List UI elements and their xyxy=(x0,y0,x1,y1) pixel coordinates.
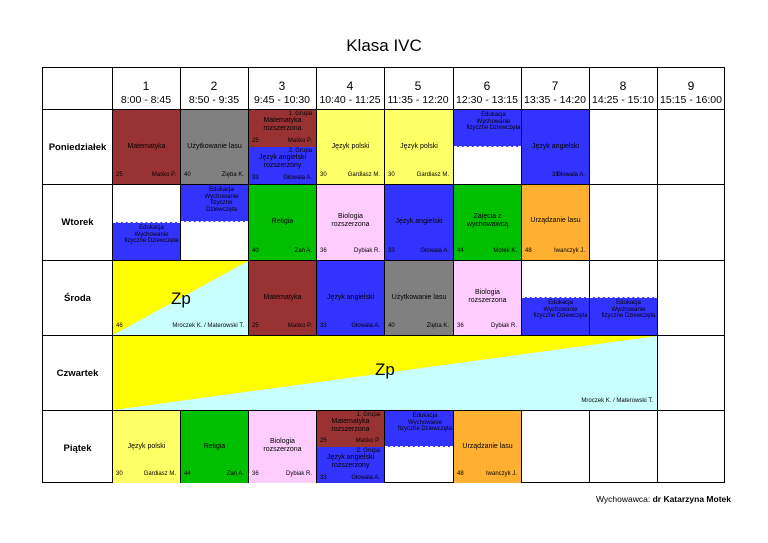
period-number: 7 xyxy=(551,79,559,93)
day-label-tuesday: Wtorek xyxy=(61,217,94,228)
period-number: 2 xyxy=(210,79,218,93)
lesson-cell: Język angielski Głowala A. 33 xyxy=(522,110,589,184)
footer-label: Wychowawca: xyxy=(595,494,651,504)
lesson-cell: Język polski 30 Gardiasz M. xyxy=(317,110,384,184)
period-time: 12:30 - 13:15 xyxy=(456,94,518,106)
zp-triangle xyxy=(113,336,657,410)
lesson-cell-pe-girls: Edukacja Wychowanie fizyczne Dziewczęta xyxy=(181,185,248,222)
lesson-cell-group-1: 1. Grupa Matematyka rozszerzona 25 Maśko … xyxy=(317,411,384,447)
lesson-cell: Matematyka 25 Maśko P. xyxy=(113,110,180,184)
zp-block: Zp 46 Mroczek K. / Materowski T. xyxy=(113,261,248,335)
lesson-cell-group-2: 2. Grupa Język angielski rozszerzony 33 G… xyxy=(249,147,316,184)
lesson-cell: Biologia rozszerzona 36 Dybiak R. xyxy=(317,185,384,260)
period-number: 6 xyxy=(483,79,491,93)
period-time: 15:15 - 16:00 xyxy=(660,94,722,106)
lesson-cell-pe-girls: Edukacja Wychowanie fizyczne Dziewczęta xyxy=(454,110,521,147)
lesson-cell-pe-girls: Edukacja Wychowanie fizyczne Dziewczęta xyxy=(113,222,180,260)
lesson-cell: Język polski 30 Gardiasz M. xyxy=(113,411,180,483)
period-number: 1 xyxy=(142,79,150,93)
period-number: 8 xyxy=(619,79,627,93)
period-time: 10:40 - 11:25 xyxy=(319,94,381,106)
period-number: 3 xyxy=(278,79,286,93)
lesson-cell: Religia 44 Zań A. xyxy=(181,411,248,483)
day-label-friday: Piątek xyxy=(63,443,92,454)
lesson-cell-group-1: 1. Grupa Matematyka rozszerzona 25 Maśko … xyxy=(249,110,316,147)
period-number: 5 xyxy=(414,79,422,93)
day-label-thursday: Czwartek xyxy=(56,368,99,379)
period-time: 8:50 - 9:35 xyxy=(188,94,240,106)
lesson-cell: Urządzanie lasu 48 Iwanczyk J. xyxy=(522,185,589,260)
period-time: 14:25 - 15:10 xyxy=(592,94,654,106)
period-time: 11:35 - 12:20 xyxy=(387,94,449,106)
day-label-monday: Poniedziałek xyxy=(48,142,107,153)
lesson-cell: Język angielski 33 Głowala A. xyxy=(317,261,384,335)
period-time: 8:00 - 8:45 xyxy=(120,94,172,106)
lesson-cell-group-2: 2. Grupa Język angielski rozszerzony 33 G… xyxy=(317,447,384,483)
period-time: 9:45 - 10:30 xyxy=(253,94,311,106)
lesson-cell: Matematyka 25 Maśko P. xyxy=(249,261,316,335)
lesson-cell: Język polski 30 Gardiasz M. xyxy=(385,110,453,184)
zp-triangle xyxy=(113,261,248,335)
zp-block: Zp Mroczek K. / Materowski T. xyxy=(113,336,657,410)
lesson-cell: Język angielski 33 Głowala A. xyxy=(385,185,453,260)
lesson-cell: Urządzanie lasu 48 Iwanczyk J. xyxy=(454,411,521,483)
lesson-cell: Biologia rozszerzona 36 Dybiak R. xyxy=(249,411,316,483)
lesson-cell-pe-girls: Edukacja Wychowanie fizyczne Dziewczęta xyxy=(522,297,589,335)
class-teacher-note: Wychowawca: dr Katarzyna Motek xyxy=(596,494,731,504)
day-label-wednesday: Środa xyxy=(64,293,91,304)
page-title: Klasa IVC xyxy=(346,36,422,55)
lesson-cell: Biologia rozszerzona 36 Dybiak R. xyxy=(454,261,521,335)
lesson-cell-pe-girls: Edukacja Wychowanie fizyczne Dziewczęta xyxy=(385,411,453,447)
period-number: 4 xyxy=(346,79,354,93)
lesson-cell: Użytkowanie lasu 40 Zięba K. xyxy=(385,261,453,335)
footer-teacher-name: dr Katarzyna Motek xyxy=(652,494,731,504)
lesson-cell: Zajęcia z wychowawcą 44 Motek K. xyxy=(454,185,521,260)
lesson-cell: Religia 40 Zań A. xyxy=(249,185,316,260)
period-number: 9 xyxy=(687,79,695,93)
lesson-cell-pe-girls: Edukacja Wychowanie fizyczne Dziewczęta xyxy=(590,297,657,335)
period-time: 13:35 - 14:20 xyxy=(524,94,586,106)
lesson-cell: Użytkowanie lasu 40 Zięba K. xyxy=(181,110,248,184)
timetable-grid: 1 8:00 - 8:45 2 8:50 - 9:35 3 9:45 - 10:… xyxy=(42,67,725,483)
